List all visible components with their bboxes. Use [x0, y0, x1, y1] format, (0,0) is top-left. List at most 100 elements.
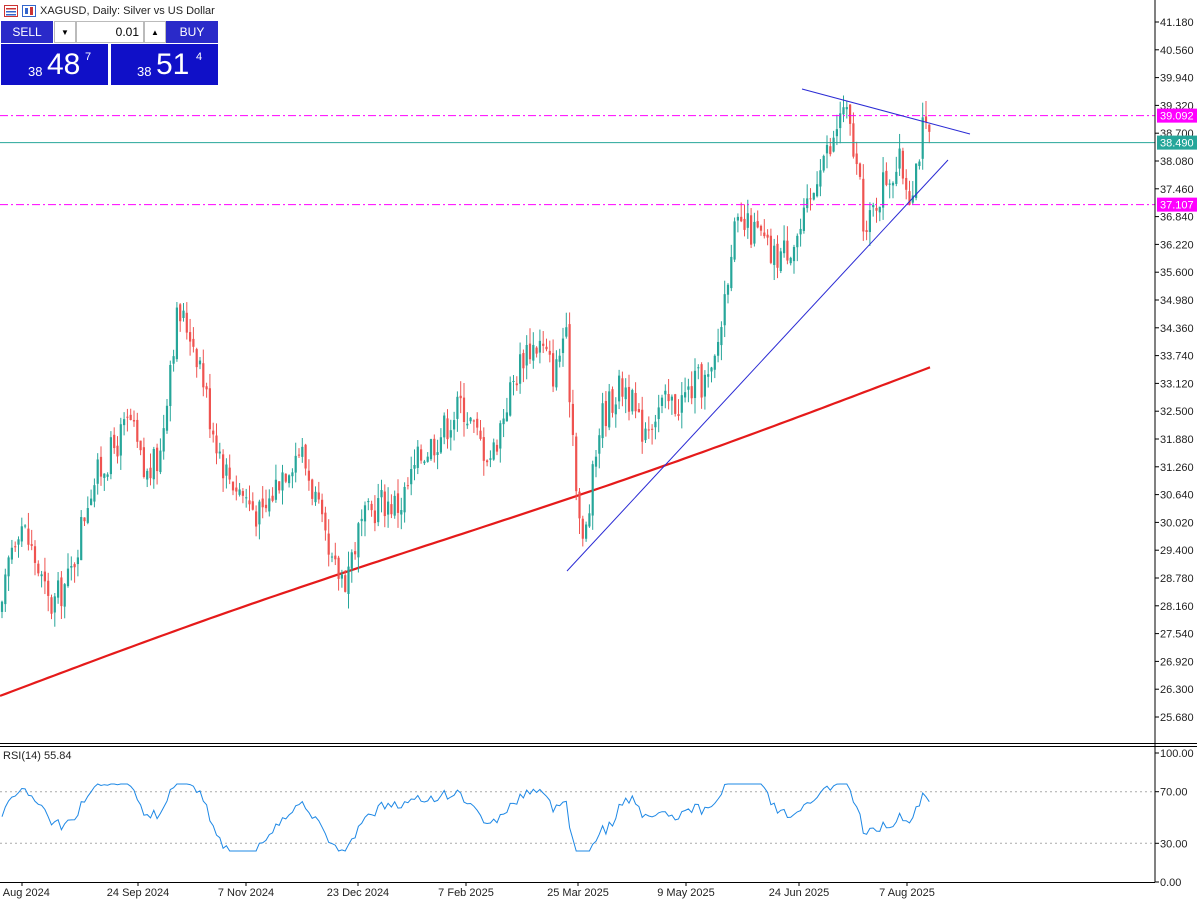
- candle: [271, 487, 274, 503]
- time-tick-label: 7 Feb 2025: [438, 887, 494, 899]
- candle: [406, 477, 409, 490]
- candle: [321, 493, 324, 523]
- candle: [10, 539, 13, 564]
- candle: [832, 130, 835, 153]
- candle: [868, 202, 871, 246]
- candle: [862, 164, 865, 241]
- candle: [809, 188, 812, 211]
- chart-window-icon: [4, 5, 18, 17]
- candle: [373, 495, 376, 532]
- candle: [175, 301, 178, 362]
- candle: [109, 431, 112, 480]
- candle: [50, 594, 53, 620]
- candle: [288, 474, 291, 488]
- candle: [24, 524, 27, 529]
- ascending-trendline[interactable]: [566, 159, 949, 572]
- candle: [27, 512, 30, 551]
- candle: [387, 487, 390, 528]
- candle: [57, 572, 60, 604]
- candle: [403, 482, 406, 523]
- candle: [396, 479, 400, 528]
- candle: [647, 416, 650, 439]
- time-tick-label: 25 Mar 2025: [547, 887, 609, 899]
- candle: [429, 438, 433, 461]
- candle: [73, 562, 76, 583]
- candle: [687, 378, 690, 403]
- candle: [284, 473, 287, 484]
- candle: [829, 137, 832, 157]
- candle: [634, 382, 637, 419]
- candle: [641, 396, 644, 454]
- candle: [146, 468, 149, 488]
- rsi-indicator-label: RSI(14) 55.84: [3, 750, 72, 762]
- caret-down-icon: ▼: [61, 27, 69, 37]
- candle: [502, 408, 505, 438]
- candle: [327, 519, 330, 567]
- candle: [225, 458, 228, 489]
- buy-price-box[interactable]: 38 51 4: [111, 44, 218, 85]
- candle: [825, 135, 829, 169]
- candle: [179, 303, 182, 332]
- descending-trendline[interactable]: [801, 88, 971, 135]
- candle: [552, 339, 555, 393]
- candle: [697, 364, 700, 380]
- candle: [426, 452, 429, 463]
- sell-price-box[interactable]: 38 48 7: [1, 44, 108, 85]
- moving-average-line: [0, 366, 931, 697]
- candle: [235, 475, 238, 501]
- candle: [849, 104, 852, 136]
- candle: [812, 192, 815, 201]
- candle: [515, 376, 518, 391]
- candle: [710, 366, 713, 383]
- candle: [344, 569, 347, 593]
- candle: [248, 485, 251, 512]
- symbol-icon: [22, 5, 36, 17]
- candle: [367, 498, 370, 511]
- candle: [918, 159, 921, 170]
- candle: [670, 394, 673, 415]
- candle: [806, 184, 809, 213]
- rsi-line: [1, 783, 930, 852]
- candle: [159, 438, 162, 475]
- candle: [776, 235, 779, 279]
- candle: [274, 464, 277, 503]
- buy-button[interactable]: BUY: [166, 21, 218, 43]
- price-tick-label: 36.220: [1160, 239, 1194, 251]
- candle: [618, 369, 621, 410]
- candle: [674, 393, 677, 417]
- candle: [192, 327, 195, 353]
- candle: [604, 391, 607, 437]
- candle: [878, 206, 881, 222]
- candle: [660, 394, 664, 414]
- candle: [83, 517, 86, 526]
- volume-up-button[interactable]: ▲: [144, 21, 166, 43]
- price-tick-label: 39.940: [1160, 73, 1194, 85]
- candle: [614, 397, 617, 428]
- candle: [651, 424, 654, 445]
- candle: [294, 442, 297, 483]
- candle: [410, 456, 413, 496]
- candle: [307, 459, 310, 491]
- price-tick-label: 30.640: [1160, 490, 1194, 502]
- buy-price-prefix: 38: [137, 64, 152, 79]
- candle: [301, 437, 304, 463]
- volume-down-button[interactable]: ▼: [54, 21, 76, 43]
- one-click-trading-panel: SELL ▼ ▲ BUY 38 48 7 38 51 4: [1, 21, 218, 85]
- candle: [86, 496, 89, 525]
- candle: [766, 229, 769, 246]
- volume-input[interactable]: [76, 21, 144, 43]
- candle: [189, 318, 192, 356]
- candle: [888, 179, 891, 199]
- sell-button[interactable]: SELL: [1, 21, 53, 43]
- candle: [182, 303, 185, 322]
- price-tick-label: 26.920: [1160, 656, 1194, 668]
- candle: [472, 419, 475, 433]
- candle: [753, 212, 756, 247]
- candle: [486, 459, 489, 467]
- candle: [215, 423, 218, 465]
- time-tick-label: 24 Jun 2025: [769, 887, 830, 899]
- time-tick-label: 24 Sep 2024: [107, 887, 169, 899]
- candle: [132, 410, 136, 427]
- candle: [459, 381, 462, 414]
